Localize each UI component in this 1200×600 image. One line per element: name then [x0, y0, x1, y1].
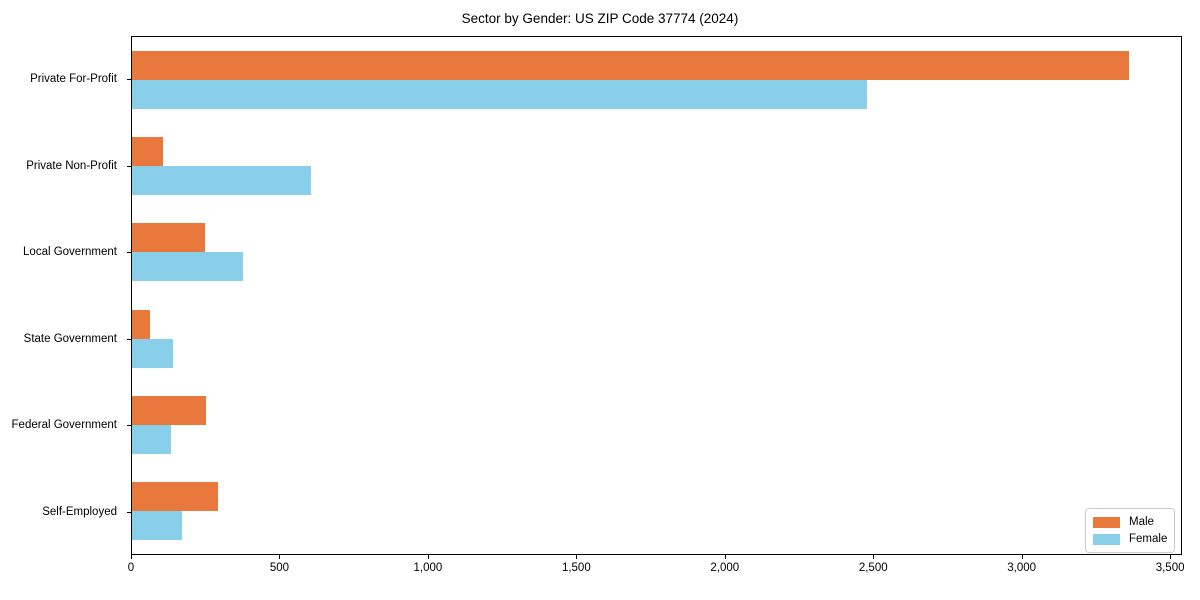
x-tick-mark-7	[1170, 555, 1172, 559]
bar-female-2	[132, 252, 244, 282]
y-tick-label-4: Federal Government	[11, 419, 117, 432]
y-tick-mark-5	[127, 511, 131, 513]
y-tick-label-0: Private For-Profit	[30, 73, 117, 86]
bar-male-5	[132, 481, 218, 511]
legend-item-male: Male	[1093, 516, 1167, 528]
legend: Male Female	[1085, 508, 1175, 553]
y-axis-labels: Private For-Profit Private Non-Profit Loca…	[0, 36, 127, 555]
bar-group-3	[132, 296, 1181, 382]
bar-male-2	[132, 223, 205, 253]
y-tick-label-2: Local Government	[23, 246, 117, 259]
bar-male-4	[132, 395, 207, 425]
x-tick-mark-0	[131, 555, 132, 559]
x-tick-label-5: 2,500	[858, 562, 888, 574]
legend-label-female: Female	[1129, 533, 1168, 545]
male-swatch-icon	[1093, 516, 1120, 528]
bar-female-3	[132, 338, 174, 368]
x-tick-label-0: 0	[127, 562, 135, 574]
legend-item-female: Female	[1093, 533, 1167, 545]
x-tick-label-3: 1,500	[561, 562, 591, 574]
x-tick-label-2: 1,000	[413, 562, 443, 574]
x-tick-label-1: 500	[269, 562, 290, 574]
x-tick-mark-3	[576, 555, 578, 559]
chart-title: Sector by Gender: US ZIP Code 37774 (202…	[461, 11, 739, 26]
bar-male-1	[132, 137, 164, 167]
bar-male-0	[132, 51, 1130, 81]
bar-female-0	[132, 80, 867, 110]
bar-group-4	[132, 382, 1181, 468]
x-tick-mark-6	[1021, 555, 1023, 559]
x-tick-label-4: 2,000	[710, 562, 740, 574]
bar-male-3	[132, 309, 150, 339]
y-tick-label-3: State Government	[23, 332, 117, 345]
y-tick-mark-4	[127, 425, 131, 427]
y-tick-mark-1	[127, 165, 131, 167]
y-tick-label-1: Private Non-Profit	[26, 159, 117, 172]
y-tick-mark-2	[127, 252, 131, 254]
female-swatch-icon	[1093, 533, 1120, 545]
bar-group-2	[132, 209, 1181, 295]
bar-female-1	[132, 166, 312, 196]
x-tick-label-7: 3,500	[1155, 562, 1185, 574]
y-tick-label-5: Self-Employed	[42, 505, 117, 518]
y-tick-mark-0	[127, 79, 131, 81]
x-tick-label-6: 3,000	[1007, 562, 1037, 574]
bar-female-5	[132, 510, 183, 540]
x-tick-mark-4	[724, 555, 726, 559]
legend-label-male: Male	[1129, 516, 1154, 528]
bar-group-0	[132, 37, 1181, 123]
x-tick-mark-1	[279, 555, 281, 559]
y-tick-mark-3	[127, 338, 131, 340]
bar-female-4	[132, 424, 171, 454]
bar-group-5	[132, 468, 1181, 554]
plot-area	[131, 36, 1182, 555]
x-tick-mark-2	[427, 555, 429, 559]
bar-group-1	[132, 123, 1181, 209]
x-tick-mark-5	[873, 555, 875, 559]
